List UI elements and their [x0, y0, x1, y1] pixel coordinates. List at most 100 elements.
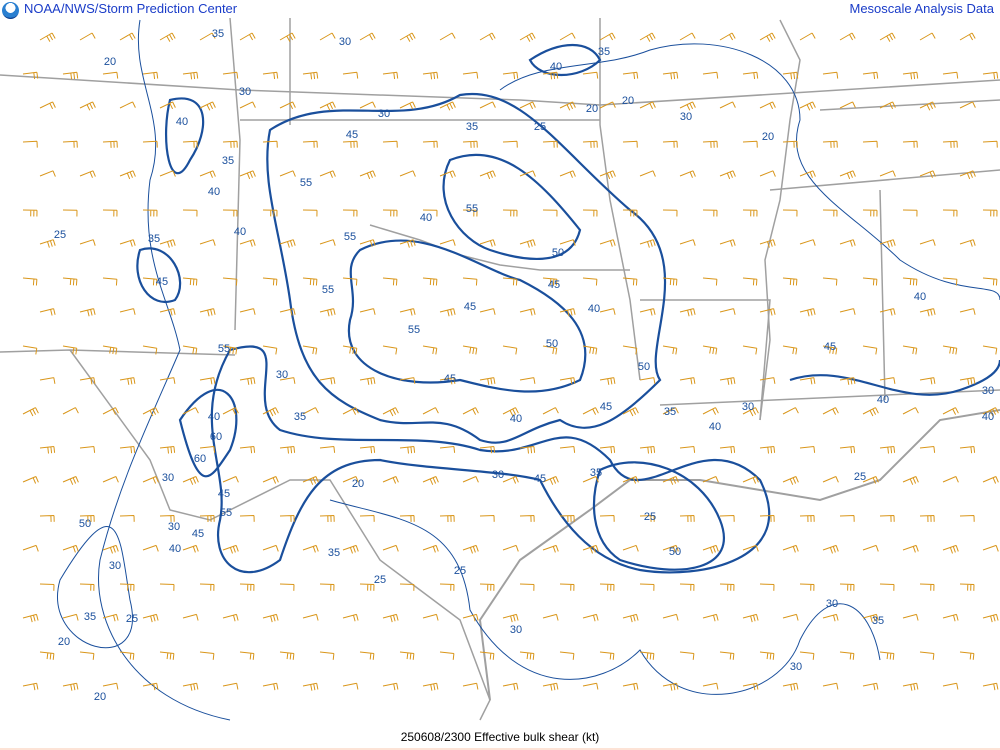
wind-barb — [359, 583, 375, 591]
wind-barb — [319, 308, 336, 317]
border-line — [229, 17, 241, 331]
wind-barb — [22, 476, 39, 484]
wind-barb — [582, 209, 598, 217]
wind-barb — [862, 613, 879, 623]
contour-line — [528, 43, 602, 77]
contour-line — [499, 43, 1000, 301]
wind-barb — [702, 209, 718, 217]
wind-barb — [342, 71, 359, 79]
wind-barb — [302, 345, 318, 355]
state-borders — [0, 17, 1000, 721]
wind-barb — [39, 583, 55, 591]
wind-barb — [399, 239, 416, 248]
wind-barb — [399, 377, 416, 384]
agency-title: NOAA/NWS/Storm Prediction Center — [24, 1, 238, 16]
wind-barb — [622, 544, 639, 552]
product-family-link[interactable]: Mesoscale Analysis Data — [849, 1, 994, 16]
wind-barb — [879, 583, 895, 591]
wind-barb — [22, 345, 38, 355]
wind-barb — [799, 101, 816, 111]
wind-barb — [399, 308, 416, 316]
contour-label: 55 — [408, 324, 420, 336]
wind-barb — [159, 101, 176, 110]
wind-barb — [119, 583, 135, 591]
wind-barb — [399, 583, 415, 591]
contour-label: 50 — [79, 518, 91, 530]
wind-barb — [599, 101, 616, 109]
wind-barb — [982, 544, 999, 552]
contour-label: 20 — [94, 691, 106, 703]
wind-barb — [942, 209, 958, 217]
wind-barb — [302, 140, 318, 148]
wind-barb — [102, 476, 119, 483]
contour-label: 45 — [192, 528, 204, 540]
wind-barb — [222, 140, 238, 148]
wind-barb — [382, 71, 399, 80]
contour-label: 30 — [339, 36, 351, 48]
wind-barb — [319, 446, 336, 453]
wind-barb — [839, 651, 855, 660]
contour-label: 30 — [680, 111, 692, 123]
wind-barb — [759, 651, 775, 660]
wind-barb — [382, 277, 398, 286]
wind-barb — [679, 377, 696, 385]
wind-barb — [542, 544, 559, 553]
wind-barb — [502, 140, 518, 148]
wind-barb — [342, 476, 359, 483]
wind-barb — [622, 613, 639, 623]
wind-barb — [159, 651, 175, 660]
wind-barb — [782, 345, 798, 355]
wind-barb — [582, 613, 599, 622]
wind-barb — [159, 239, 176, 248]
wind-barb — [822, 277, 838, 286]
wind-barb — [382, 209, 398, 217]
wind-barb — [22, 544, 39, 552]
wind-barb — [359, 101, 376, 109]
wind-barb — [342, 544, 359, 554]
wind-barb — [559, 170, 576, 178]
wind-barb — [702, 476, 719, 483]
wind-barb — [959, 170, 976, 180]
wind-barb — [279, 651, 295, 660]
wind-barb — [822, 476, 839, 483]
wind-barb — [22, 613, 39, 623]
wind-barb — [182, 476, 199, 485]
wind-barb — [639, 170, 656, 177]
contour-label: 50 — [546, 338, 558, 350]
wind-barb — [742, 544, 759, 552]
wind-barb — [182, 407, 199, 415]
border-line — [759, 19, 801, 421]
wind-barb — [422, 277, 438, 286]
wind-barb — [719, 170, 736, 180]
wind-barb — [639, 446, 656, 454]
wind-barb — [502, 407, 519, 417]
wind-barb — [799, 651, 815, 660]
wind-barb — [702, 613, 719, 622]
wind-barb — [662, 277, 678, 286]
wind-barb — [662, 544, 679, 553]
wind-barb — [599, 377, 616, 385]
contour-label: 40 — [234, 226, 246, 238]
wind-barb — [39, 170, 56, 177]
contour-label: 30 — [162, 472, 174, 484]
wind-barb — [319, 32, 336, 41]
wind-barb — [142, 71, 159, 80]
wind-barb — [982, 71, 999, 80]
wind-barb — [822, 407, 839, 415]
wind-barb — [102, 544, 119, 554]
contour-label: 40 — [169, 543, 181, 555]
wind-barb — [39, 32, 56, 42]
wind-barb — [159, 377, 176, 384]
wind-barb — [942, 140, 958, 148]
wind-barb — [142, 345, 158, 355]
wind-barb — [102, 407, 119, 415]
wind-barb — [239, 239, 256, 247]
wind-barb — [399, 170, 416, 177]
wind-barb — [879, 308, 896, 316]
wind-barb — [279, 308, 296, 316]
contour-line — [98, 19, 231, 721]
wind-barb — [462, 476, 479, 483]
wind-barb — [519, 377, 536, 384]
wind-barb — [199, 515, 215, 523]
wind-barb — [942, 682, 959, 690]
